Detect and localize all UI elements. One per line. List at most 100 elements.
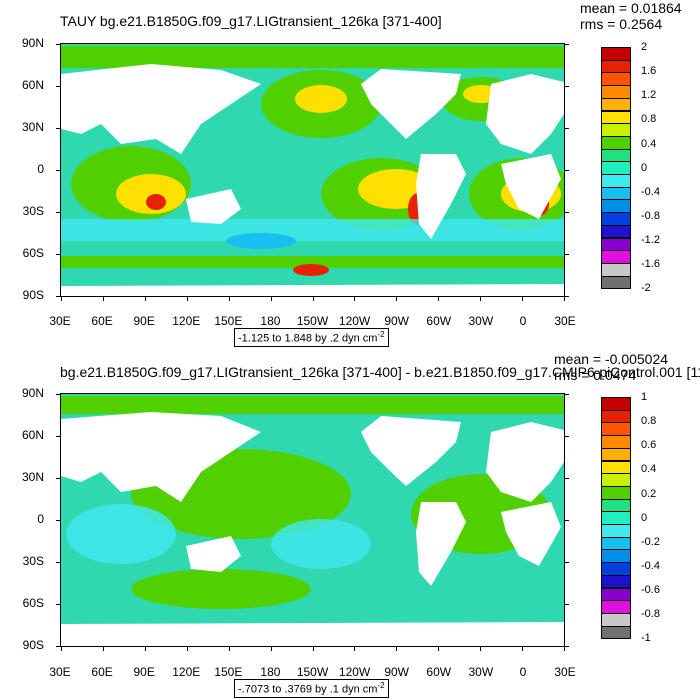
lat-label: 30N <box>21 120 44 134</box>
panel-1-land <box>61 64 564 296</box>
lon-label: 150W <box>296 314 329 328</box>
panel-1-mean: mean = 0.01864 <box>580 0 682 16</box>
lat-tick-right <box>564 394 569 395</box>
colorbar-swatch <box>601 473 631 487</box>
lat-label: 30S <box>22 554 44 568</box>
colorbar-swatch <box>601 422 631 437</box>
lon-tick <box>312 296 314 301</box>
colorbar-label: -0.4 <box>641 559 660 572</box>
lon-tick <box>102 646 104 651</box>
lon-tick <box>522 296 524 301</box>
panel-1-rms: rms = 0.2564 <box>580 16 663 32</box>
colorbar-label: 1 <box>641 391 648 403</box>
panel-1-range-box: -1.125 to 1.848 by .2 dyn cm-2 <box>234 328 389 347</box>
panel-1-title: TAUY bg.e21.B1850G.f09_g17.LIGtransient_… <box>60 13 442 29</box>
colorbar-swatch <box>601 135 631 150</box>
lon-label: 0 <box>519 314 527 328</box>
colorbar-swatch <box>601 110 631 125</box>
lon-label: 90E <box>133 665 155 679</box>
panel-1-range-sup: -2 <box>377 330 385 339</box>
colorbar-label: -0.4 <box>641 185 660 198</box>
lon-label: 30W <box>468 665 494 679</box>
colorbar-swatch <box>601 262 631 277</box>
colorbar-swatch <box>601 174 631 188</box>
colorbar-swatch <box>601 275 631 290</box>
colorbar-swatch <box>601 587 631 602</box>
lat-label: 90S <box>22 288 44 302</box>
colorbar-label: 0.4 <box>641 463 657 476</box>
colorbar-swatch <box>601 97 631 112</box>
panel-2-land <box>61 412 564 646</box>
lat-tick-right <box>564 44 569 45</box>
lat-tick-right <box>564 562 569 563</box>
colorbar-swatch <box>601 498 631 513</box>
colorbar-swatch <box>601 85 631 99</box>
lon-label: 120W <box>338 314 371 328</box>
lon-tick <box>354 646 356 651</box>
lon-label: 30E <box>49 314 71 328</box>
lat-tick <box>56 128 61 129</box>
lon-label: 120W <box>338 665 371 679</box>
colorbar-label: 0.6 <box>641 439 657 452</box>
lon-tick <box>270 296 272 301</box>
colorbar-label: 0 <box>641 161 648 174</box>
colorbar-swatch <box>601 224 631 239</box>
panel-2-mean: mean = -0.005024 <box>554 351 669 367</box>
lat-label: 60S <box>22 246 44 260</box>
colorbar-label: 0.4 <box>641 137 657 150</box>
lat-tick-right <box>564 128 569 129</box>
colorbar-swatch <box>601 536 631 551</box>
lat-tick <box>56 562 61 563</box>
lon-label: 30W <box>468 314 494 328</box>
lon-tick <box>61 646 62 651</box>
colorbar-swatch <box>601 485 631 500</box>
lat-label: 60N <box>21 78 44 92</box>
lon-tick <box>396 296 398 301</box>
colorbar-swatch <box>601 72 631 87</box>
lon-label: 90W <box>384 314 409 328</box>
colorbar-swatch <box>601 460 631 475</box>
lat-label: 90N <box>21 36 44 50</box>
colorbar-swatch <box>601 524 631 538</box>
colorbar-swatch <box>601 148 631 163</box>
lon-label: 120E <box>172 314 201 328</box>
lon-tick <box>61 296 62 301</box>
lat-tick <box>56 254 61 255</box>
colorbar-label: 1.6 <box>641 65 657 78</box>
colorbar-swatch <box>601 161 631 175</box>
colorbar-label: 2 <box>641 41 648 53</box>
lon-label: 150E <box>214 665 243 679</box>
panel-2-rms: rms = 0.0474 <box>554 367 637 383</box>
lat-tick-right <box>564 478 569 479</box>
lat-tick <box>56 212 61 213</box>
lon-label: 60E <box>91 665 113 679</box>
colorbar-swatch <box>601 549 631 564</box>
colorbar-label: 0.2 <box>641 487 657 500</box>
lat-tick-right <box>564 296 569 297</box>
lat-tick-right <box>564 646 569 647</box>
lat-label: 30S <box>22 204 44 218</box>
panel-2-title: bg.e21.B1850G.f09_g17.LIGtransient_126ka… <box>60 364 700 380</box>
lon-tick <box>564 646 565 651</box>
lon-tick <box>312 646 314 651</box>
lon-label: 90E <box>133 314 155 328</box>
lon-tick <box>438 646 440 651</box>
lon-tick <box>480 296 482 301</box>
lat-tick <box>56 296 61 297</box>
colorbar-label: -1 <box>641 632 651 645</box>
lon-label: 150W <box>296 665 329 679</box>
panel-2-range: -.7073 to .3769 by .1 dyn cm <box>238 683 378 696</box>
lon-label: 60W <box>426 665 452 679</box>
colorbar-label: -2 <box>641 282 651 295</box>
lat-label: 30N <box>21 470 44 484</box>
lon-tick <box>354 296 356 301</box>
lon-label: 30E <box>554 665 576 679</box>
lat-tick-right <box>564 212 569 213</box>
panel-1-map-svg <box>61 44 564 296</box>
panel-1-field <box>61 46 564 276</box>
colorbar-label: -0.6 <box>641 584 660 597</box>
colorbar-swatch <box>601 574 631 589</box>
lat-label: 60N <box>21 428 44 442</box>
lat-tick <box>56 478 61 479</box>
lon-tick <box>270 646 272 651</box>
